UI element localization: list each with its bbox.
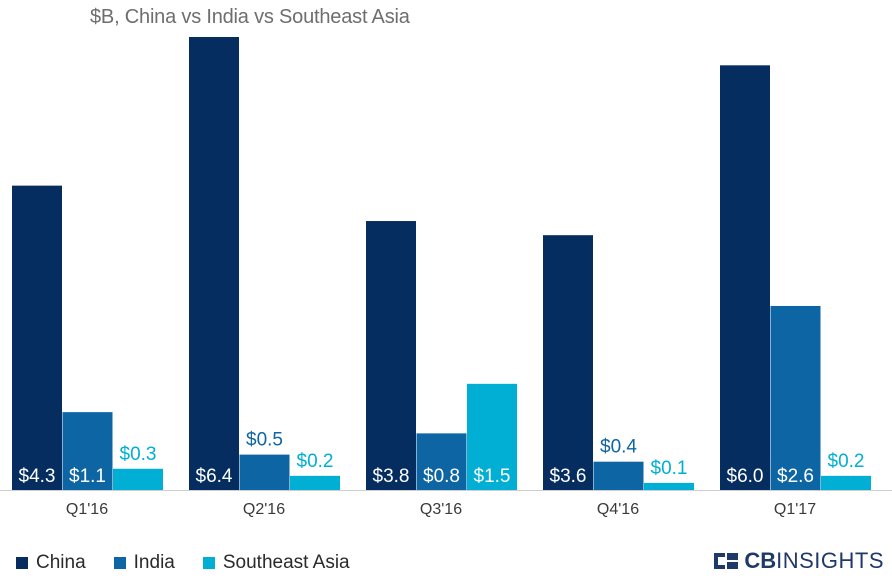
bar-china-2 xyxy=(366,221,416,490)
data-label-southeast-asia-0: $0.3 xyxy=(120,444,157,465)
data-label-india-0: $1.1 xyxy=(69,466,106,487)
bar-china-0 xyxy=(12,185,62,490)
data-label-southeast-asia-3: $0.1 xyxy=(651,458,688,479)
legend-swatch-china xyxy=(16,557,28,569)
legend: China India Southeast Asia xyxy=(16,552,378,574)
legend-swatch-southeast-asia xyxy=(202,557,215,569)
brand-strong-text: CB xyxy=(744,548,777,573)
legend-label-southeast-asia: Southeast Asia xyxy=(222,552,350,573)
data-label-china-1: $6.4 xyxy=(196,466,233,487)
x-tick-label-0: Q1'16 xyxy=(66,501,108,518)
data-label-india-2: $0.8 xyxy=(423,466,460,487)
bar-china-1 xyxy=(189,37,239,490)
data-label-southeast-asia-4: $0.2 xyxy=(828,451,865,472)
data-label-india-4: $2.6 xyxy=(777,466,814,487)
legend-item-china: China xyxy=(16,552,86,574)
x-tick-label-4: Q1'17 xyxy=(774,501,816,518)
x-tick-label-1: Q2'16 xyxy=(243,501,285,518)
brand-light-text: INSIGHTS xyxy=(776,548,884,573)
bar-india-1 xyxy=(239,454,290,490)
x-tick-label-3: Q4'16 xyxy=(597,501,639,518)
bar-chart: $4.3 $1.1 $0.3 Q1'16 $6.4 $0.5 $0.2 Q2'16 $3.8 $0… xyxy=(0,37,892,518)
bar-china-3 xyxy=(543,235,593,490)
legend-label-china: China xyxy=(36,552,86,573)
chart-title: $B, China vs India vs Southeast Asia xyxy=(90,6,410,28)
bar-southeast-asia-1 xyxy=(290,475,340,490)
bar-southeast-asia-0 xyxy=(113,468,163,490)
data-label-china-0: $4.3 xyxy=(19,466,56,487)
data-label-southeast-asia-1: $0.2 xyxy=(297,451,334,472)
data-label-india-1: $0.5 xyxy=(246,430,283,451)
data-label-southeast-asia-2: $1.5 xyxy=(474,466,511,487)
bar-southeast-asia-2 xyxy=(467,383,517,490)
bar-india-0 xyxy=(62,412,113,490)
bar-southeast-asia-4 xyxy=(821,475,871,490)
legend-item-india: India xyxy=(113,552,175,574)
legend-swatch-india xyxy=(113,557,126,569)
bar-india-2 xyxy=(416,433,467,490)
legend-item-southeast-asia: Southeast Asia xyxy=(202,552,350,574)
bar-china-4 xyxy=(720,65,770,490)
bar-southeast-asia-3 xyxy=(644,482,694,490)
data-label-china-4: $6.0 xyxy=(727,466,764,487)
cb-insights-logo: CB INSIGHTS xyxy=(714,548,884,574)
data-label-india-3: $0.4 xyxy=(600,437,637,458)
bar-india-3 xyxy=(593,461,644,490)
data-label-china-3: $3.6 xyxy=(550,466,587,487)
x-tick-label-2: Q3'16 xyxy=(420,501,462,518)
legend-label-india: India xyxy=(133,552,175,573)
data-label-china-2: $3.8 xyxy=(373,466,410,487)
cb-insights-logo-icon xyxy=(714,553,739,569)
bar-india-4 xyxy=(770,305,821,490)
